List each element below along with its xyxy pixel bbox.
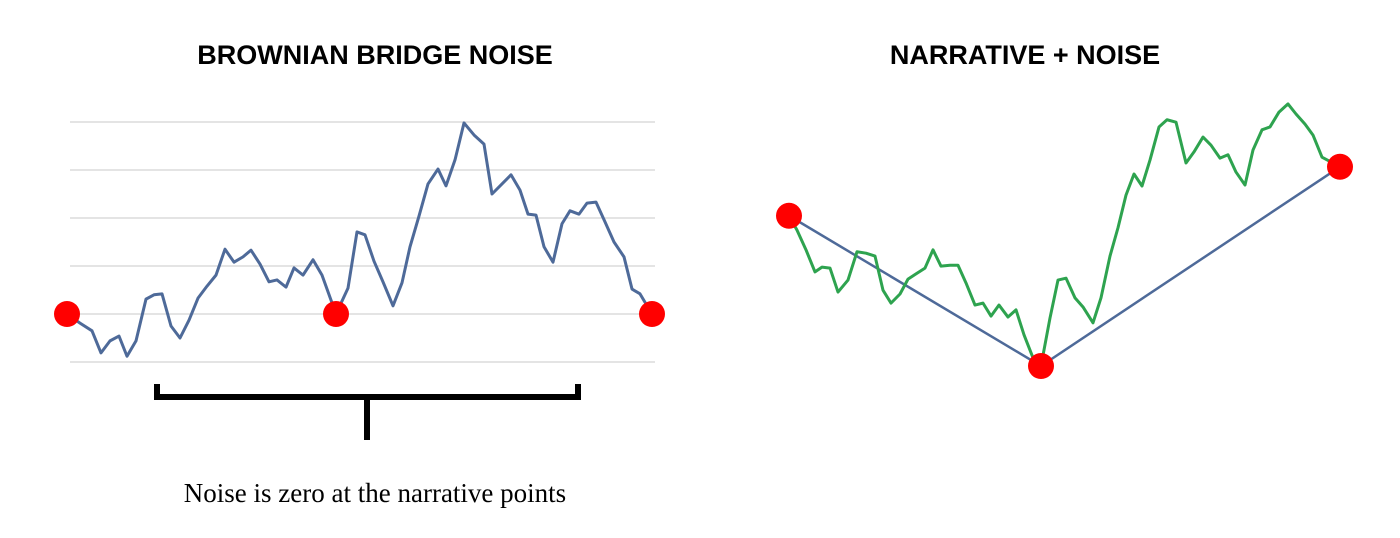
narrative-point bbox=[54, 301, 80, 327]
chart-title: NARRATIVE + NOISE bbox=[890, 40, 1160, 70]
annotation: Noise is zero at the narrative points bbox=[184, 478, 566, 508]
noise-line bbox=[66, 121, 654, 358]
narrative-point bbox=[639, 301, 665, 327]
noise-line bbox=[787, 102, 1341, 368]
narrative-point bbox=[776, 202, 802, 229]
narrative-point bbox=[323, 301, 349, 327]
narrative-point bbox=[1028, 353, 1054, 379]
narrative-line bbox=[788, 165, 1341, 368]
bracket bbox=[154, 384, 581, 440]
narrative-point bbox=[1327, 153, 1353, 180]
chart-title: BROWNIAN BRIDGE NOISE bbox=[197, 40, 553, 70]
